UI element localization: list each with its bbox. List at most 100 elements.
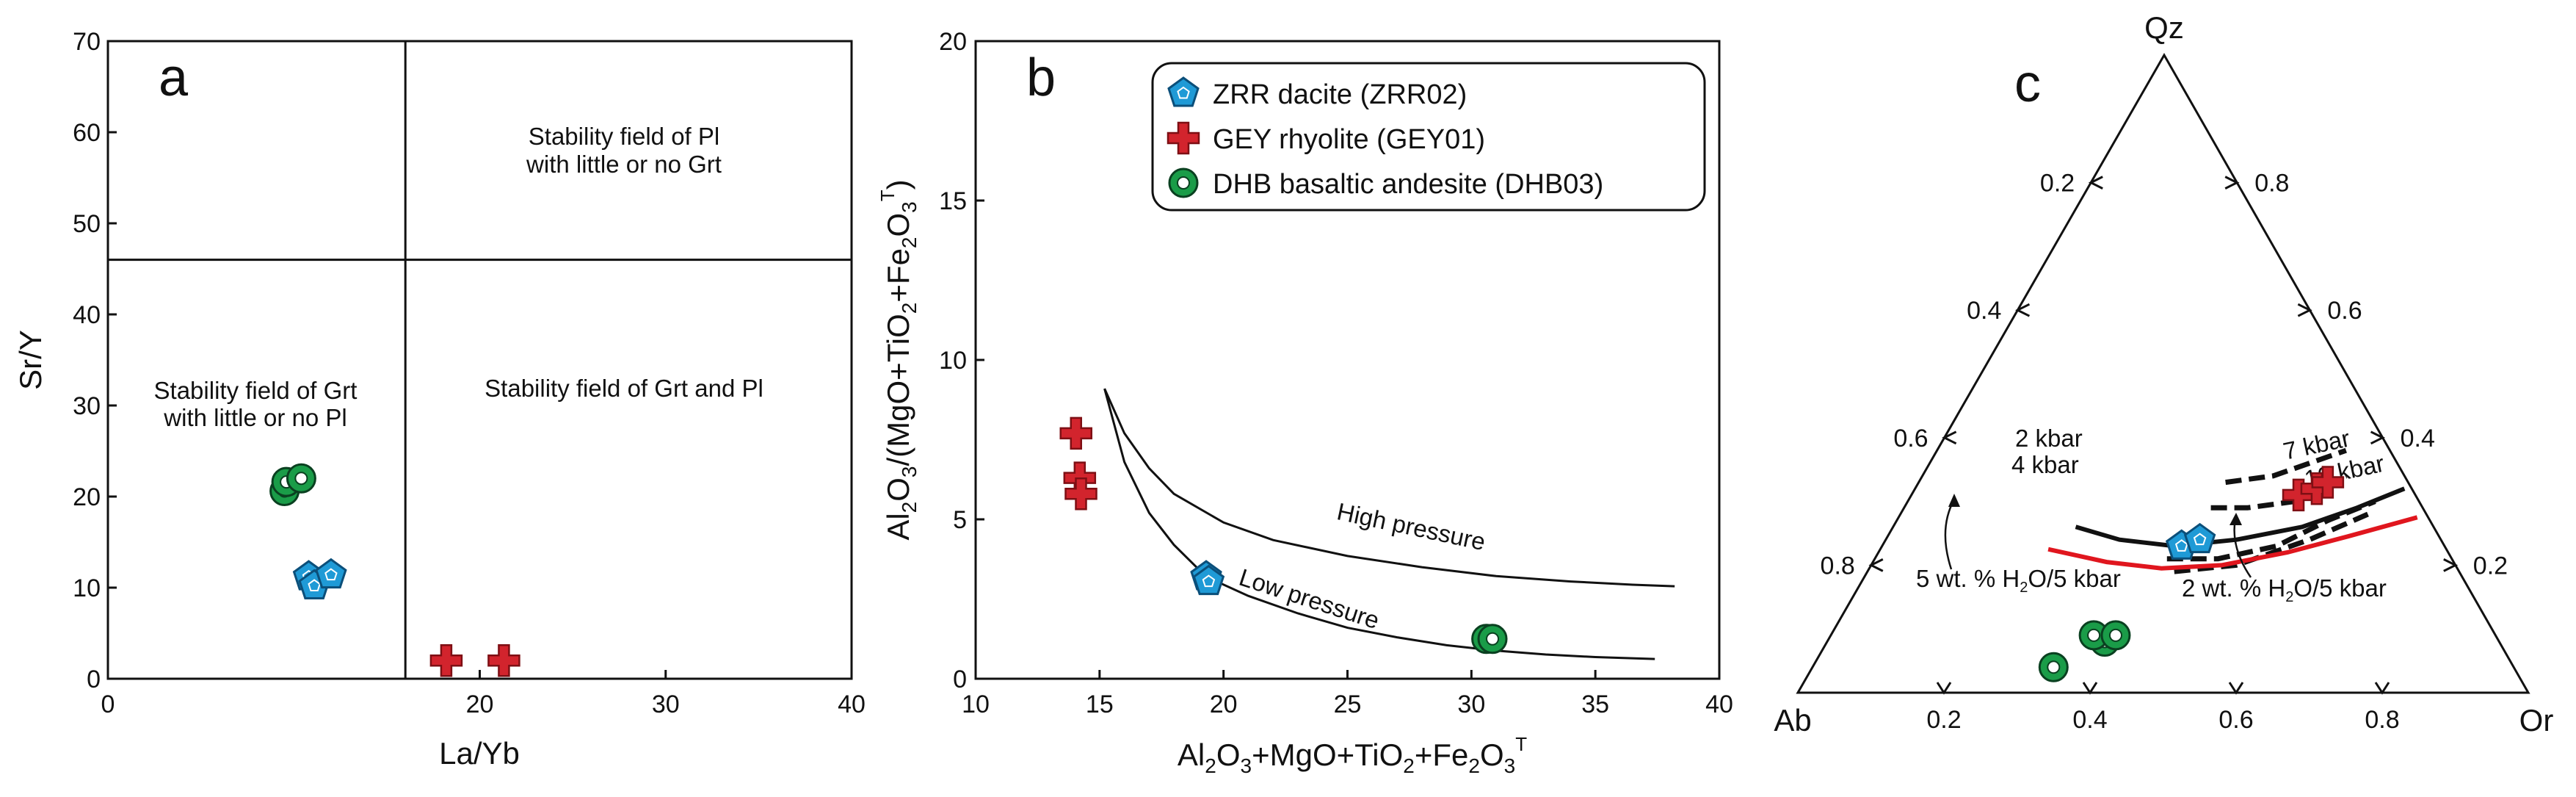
ternary-left-tick-label: 0.8 xyxy=(1821,552,1855,580)
panel-a-field-upper-line2: with little or no Grt xyxy=(526,151,722,178)
panel-b-point-dhb-basaltic-andesite-dhb03 xyxy=(1477,624,1508,654)
legend: ZRR dacite (ZRR02) GEY rhyolite (GEY01) … xyxy=(1151,62,1706,212)
ternary-left-tick xyxy=(1868,558,1884,572)
label-5wt-h2o: 5 wt. % H2O/5 kbar xyxy=(1916,565,2121,596)
ternary-ticks: 0.2 0.4 0.6 0.8 0.8 0.6 0.4 0.2 0.2 0.4 0.6 0.8 xyxy=(1821,170,2508,734)
cotectic-7-kbar xyxy=(2166,499,2376,562)
panel-a-ytick-label: 60 xyxy=(73,119,101,147)
panel-a-field-right: Stability field of Grt and Pl xyxy=(485,375,763,402)
panel-a-point-gey-rhyolite-gey01 xyxy=(487,643,520,677)
cotectic-5-wt-h2o-5-kbar xyxy=(2075,486,2406,549)
panel-a-field-left-line2: with little or no Pl xyxy=(163,404,347,431)
leader-2wt xyxy=(2233,518,2252,578)
panel-a-ytick-label: 20 xyxy=(73,483,101,511)
ternary-bottom-tick xyxy=(1936,682,1952,695)
ternary-left-tick-label: 0.4 xyxy=(1967,297,2001,325)
ternary-bottom-tick-label: 0.4 xyxy=(2072,706,2107,734)
ternary-left-tick xyxy=(2088,176,2103,190)
legend-label-rhyolite: GEY rhyolite (GEY01) xyxy=(1213,124,1485,155)
panel-b-ytick-label: 5 xyxy=(953,506,967,534)
cotectic-2-kbar xyxy=(2225,447,2347,486)
panel-b-ytick-label: 20 xyxy=(939,28,967,56)
panel-a-xtick-label: 30 xyxy=(652,690,680,718)
label-2wt-h2o: 2 wt. % H2O/5 kbar xyxy=(2182,574,2387,605)
panel-b-xtick-label: 35 xyxy=(1581,690,1609,718)
panel-a-point-gey-rhyolite-gey01 xyxy=(429,643,463,677)
panel-b-ytick-label: 0 xyxy=(953,666,967,693)
leader-2wt-head xyxy=(2229,513,2242,525)
panel-b-ytick-label: 10 xyxy=(939,347,967,375)
ternary-right-tick xyxy=(2370,430,2385,445)
ternary-right-tick xyxy=(2443,558,2459,572)
ternary-bottom-tick-label: 0.8 xyxy=(2365,706,2399,734)
legend-frame xyxy=(1151,62,1706,212)
panel-a-point-zrr-dacite-zrr02 xyxy=(315,558,347,589)
apex-left-label: Ab xyxy=(1774,703,1811,738)
legend-label-dacite: ZRR dacite (ZRR02) xyxy=(1213,79,1467,110)
panel-a-xlabel: La/Yb xyxy=(439,736,520,771)
ternary-bottom-tick xyxy=(2228,682,2244,695)
panel-a: 0 10 20 30 40 50 60 70 0 20 30 40 a Stability field… xyxy=(13,28,866,771)
panel-b-xtick-label: 15 xyxy=(1086,690,1114,718)
panel-a-label: a xyxy=(159,48,189,107)
panel-a-ytick-label: 70 xyxy=(73,28,101,56)
panel-a-axes: 0 10 20 30 40 50 60 70 0 20 30 40 xyxy=(73,28,866,718)
ternary-left-tick xyxy=(1942,430,1957,445)
panel-a-frame xyxy=(106,40,853,680)
panel-c-point-dhb-basaltic-andesite-dhb03 xyxy=(2038,652,2069,682)
panel-a-point-dhb-basaltic-andesite-dhb03 xyxy=(286,463,316,494)
ternary-left-tick-label: 0.2 xyxy=(2040,170,2075,198)
panel-b-xtick-label: 25 xyxy=(1334,690,1362,718)
panel-a-ytick-label: 0 xyxy=(87,666,101,693)
panel-a-xtick-label: 0 xyxy=(101,690,115,718)
panel-a-ylabel: Sr/Y xyxy=(13,330,48,390)
ternary-right-tick-label: 0.2 xyxy=(2473,552,2508,580)
label-4kbar: 4 kbar xyxy=(2011,451,2079,478)
panel-a-xtick-label: 40 xyxy=(838,690,866,718)
panel-b-xtick-label: 20 xyxy=(1210,690,1238,718)
apex-top-label: Qz xyxy=(2144,10,2184,45)
panel-b-ylabel: Al2O3/(MgO+TiO2+Fe2O3T) xyxy=(877,179,921,540)
ternary-bottom-tick xyxy=(2082,682,2098,695)
panel-a-points xyxy=(269,463,520,677)
panel-b-xlabel: Al2O3+MgO+TiO2+Fe2O3T xyxy=(1178,733,1527,777)
ternary-bottom-tick-label: 0.2 xyxy=(1926,706,1961,734)
leader-5wt-head xyxy=(1948,494,1960,507)
cotectic-lines xyxy=(2047,447,2418,574)
panel-a-ytick-label: 50 xyxy=(73,210,101,238)
ternary-left-tick-label: 0.6 xyxy=(1893,425,1928,452)
panel-c-point-dhb-basaltic-andesite-dhb03 xyxy=(2100,620,2131,651)
ternary-bottom-tick-label: 0.6 xyxy=(2218,706,2253,734)
ternary-left-tick xyxy=(2015,303,2031,317)
panel-b-xtick-label: 40 xyxy=(1705,690,1733,718)
ternary-right-tick-label: 0.8 xyxy=(2254,170,2289,198)
ternary-right-tick-label: 0.6 xyxy=(2327,297,2362,325)
ternary-triangle xyxy=(1796,52,2530,694)
panel-b-ytick-label: 15 xyxy=(939,187,967,215)
label-2kbar: 2 kbar xyxy=(2015,425,2083,452)
ternary-right-tick xyxy=(2297,303,2312,317)
panel-b-point-gey-rhyolite-gey01 xyxy=(1059,416,1093,450)
cotectic-4-kbar xyxy=(2210,473,2348,511)
legend-label-andesite: DHB basaltic andesite (DHB03) xyxy=(1213,169,1603,200)
high-pressure-label: High pressure xyxy=(1335,497,1488,555)
low-pressure-curve xyxy=(1103,388,1655,660)
panel-b-xtick-label: 30 xyxy=(1457,690,1485,718)
high-pressure-curve xyxy=(1103,388,1675,588)
panel-a-ytick-label: 10 xyxy=(73,574,101,602)
panel-a-field-upper-line1: Stability field of Pl xyxy=(529,123,719,150)
panel-c-label: c xyxy=(2014,54,2041,113)
cotectic-10-kbar xyxy=(2174,511,2369,574)
apex-right-label: Or xyxy=(2519,703,2554,738)
panel-b-label: b xyxy=(1026,48,1056,107)
panel-a-xtick-label: 20 xyxy=(466,690,494,718)
legend-marker-andesite xyxy=(1168,167,1199,198)
cotectic-2-wt-h2o-5-kbar xyxy=(2047,515,2418,571)
panel-c: 0.2 0.4 0.6 0.80.80.60.40.20.20.40.60.8 Qz … xyxy=(1774,10,2553,738)
panel-b-axes: 0 5 10 15 20 10 15 20 25 30 35 40 xyxy=(939,28,1733,718)
panel-a-field-left-line1: Stability field of Grt xyxy=(154,377,358,404)
panel-b-xtick-label: 10 xyxy=(962,690,990,718)
panel-a-ytick-label: 40 xyxy=(73,301,101,329)
